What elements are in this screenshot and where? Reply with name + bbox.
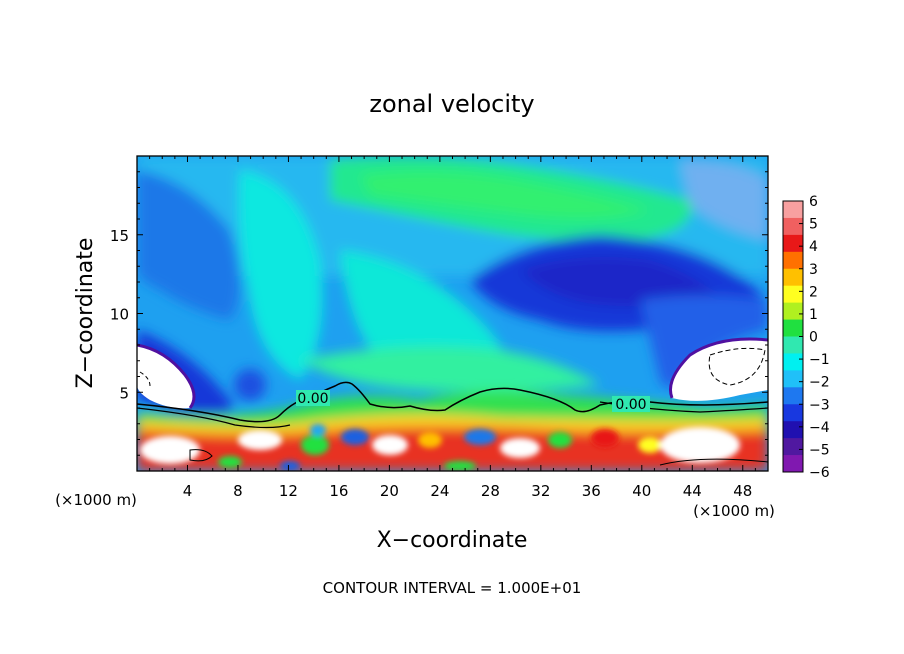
colorbar-swatch <box>783 268 803 287</box>
x-tick-label: 4 <box>183 482 193 500</box>
x-tick-label: 16 <box>329 482 348 500</box>
colorbar-swatch <box>783 319 803 337</box>
velocity-field <box>137 156 768 471</box>
colorbar-swatch <box>783 370 803 388</box>
contour-interval-annotation: CONTOUR INTERVAL = 1.000E+01 <box>323 579 582 597</box>
x-tick-label: 28 <box>481 482 500 500</box>
x-unit-right: (×1000 m) <box>693 502 775 520</box>
colorbar-swatch <box>783 217 803 236</box>
x-tick-label: 36 <box>582 482 601 500</box>
y-tick-label: 10 <box>110 306 129 324</box>
colorbar-swatch <box>783 336 803 354</box>
colorbar-swatch <box>783 387 803 405</box>
colorbar-label: 4 <box>809 239 818 255</box>
contour-label-bg-2 <box>612 396 650 412</box>
colorbar: 6 5 4 3 2 1 0 −1 −2 −3 −4 −5 −6 <box>782 194 830 481</box>
colorbar-label: 1 <box>809 307 818 323</box>
x-axis-label: X−coordinate <box>377 528 528 553</box>
colorbar-label: 3 <box>809 262 818 278</box>
y-tick-label: 15 <box>110 227 129 245</box>
colorbar-swatch <box>783 353 803 371</box>
colorbar-label: 6 <box>809 194 818 210</box>
colorbar-label: −1 <box>809 352 830 368</box>
colorbar-label: 0 <box>809 330 818 346</box>
x-tick-label: 40 <box>632 482 651 500</box>
colorbar-label: 5 <box>809 217 818 233</box>
x-tick-label: 48 <box>733 482 752 500</box>
colorbar-label: −2 <box>809 375 830 391</box>
x-tick-label: 12 <box>279 482 298 500</box>
x-tick-label: 44 <box>683 482 702 500</box>
colorbar-label: 2 <box>809 284 818 300</box>
colorbar-swatch <box>783 455 803 473</box>
colorbar-swatch <box>783 251 803 270</box>
colorbar-swatch <box>783 438 803 456</box>
x-tick-label: 32 <box>531 482 550 500</box>
y-tick-label: 5 <box>119 384 129 402</box>
x-unit-left: (×1000 m) <box>55 491 137 509</box>
contour-label-2: 0.00 <box>615 397 646 413</box>
chart-title: zonal velocity <box>369 90 534 118</box>
x-tick-label: 8 <box>233 482 243 500</box>
colorbar-label: −5 <box>809 442 830 458</box>
colorbar-swatch <box>783 234 803 253</box>
colorbar-swatch <box>783 285 803 304</box>
colorbar-swatch <box>783 201 803 219</box>
colorbar-label: −6 <box>809 465 830 481</box>
contour-label-1: 0.00 <box>297 391 328 407</box>
x-tick-label: 24 <box>430 482 449 500</box>
colorbar-swatch <box>783 302 803 321</box>
contour-label-bg-1 <box>296 390 330 406</box>
colorbar-swatch <box>783 421 803 439</box>
colorbar-label: −4 <box>809 420 830 436</box>
colorbar-label: −3 <box>809 397 830 413</box>
colorbar-swatch <box>783 404 803 422</box>
y-axis-label: Z−coordinate <box>73 238 98 389</box>
x-tick-label: 20 <box>380 482 399 500</box>
